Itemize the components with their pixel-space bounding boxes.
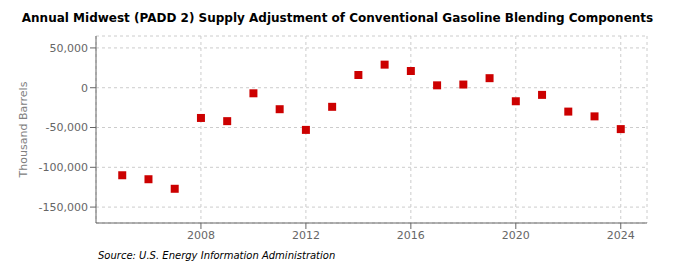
svg-text:2008: 2008 xyxy=(187,229,215,242)
svg-text:2012: 2012 xyxy=(292,229,320,242)
html-text:Source: U.S. Energy Informatio: Source: U.S. Energy Information Administ… xyxy=(98,250,336,261)
html-text:Annual Midwest (PADD 2) Supply: Annual Midwest (PADD 2) Supply Adjustmen… xyxy=(21,11,654,25)
svg-text:-50,000: -50,000 xyxy=(46,121,88,134)
svg-text:2020: 2020 xyxy=(502,229,530,242)
svg-text:2024: 2024 xyxy=(607,229,635,242)
svg-text:0: 0 xyxy=(81,82,88,95)
svg-text:-150,000: -150,000 xyxy=(39,201,88,214)
svg-text:Thousand Barrels: Thousand Barrels xyxy=(17,81,30,178)
svg-text:2016: 2016 xyxy=(397,229,425,242)
svg-text:-100,000: -100,000 xyxy=(39,161,88,174)
svg-text:50,000: 50,000 xyxy=(50,42,89,55)
